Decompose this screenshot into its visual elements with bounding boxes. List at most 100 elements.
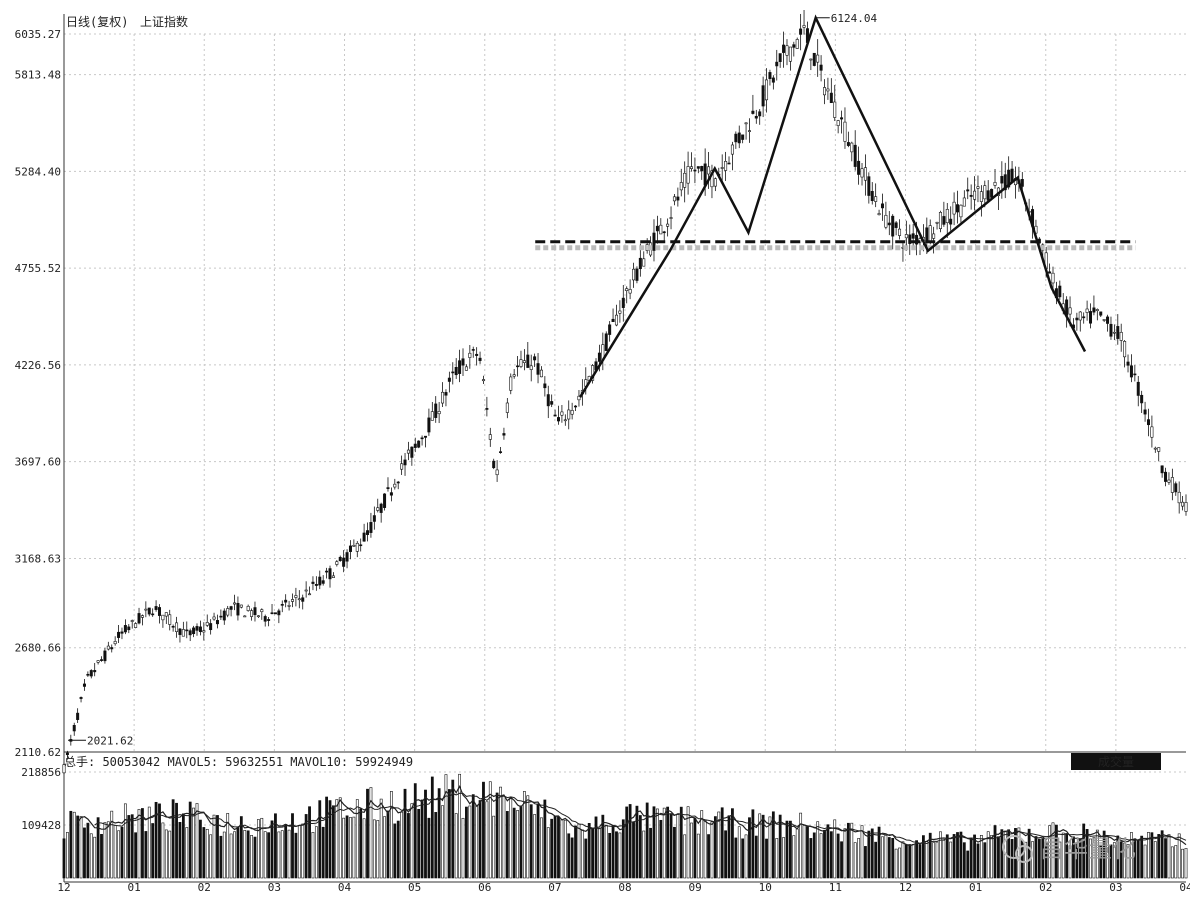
volume-bar <box>1048 825 1051 879</box>
volume-bar <box>1037 838 1041 879</box>
volume-bar <box>417 808 421 879</box>
volume-bar <box>659 819 663 879</box>
candle-body <box>672 196 676 202</box>
volume-bar <box>710 821 714 879</box>
volume-bar <box>219 835 223 879</box>
volume-bar <box>141 808 144 879</box>
candle-body <box>638 257 642 270</box>
volume-bar <box>243 830 247 879</box>
candle-body <box>904 234 908 239</box>
candle-body <box>1075 317 1079 321</box>
candle-body <box>618 310 622 314</box>
volume-bar <box>1000 829 1004 879</box>
volume-bar <box>840 841 843 879</box>
volume-bar <box>492 815 496 879</box>
volume-bar <box>158 803 161 879</box>
volume-bar <box>1150 832 1154 879</box>
candle-body <box>1146 419 1150 426</box>
volume-bar <box>608 832 612 879</box>
candle-body <box>168 614 172 625</box>
volume-bar <box>123 803 127 879</box>
volume-bar <box>280 830 284 879</box>
candle-body <box>366 530 370 535</box>
volume-bar <box>314 826 318 879</box>
volume-bar <box>884 833 888 879</box>
volume-bar <box>430 776 434 879</box>
candle-body <box>318 576 322 586</box>
volume-bar <box>768 816 772 879</box>
volume-bar <box>598 828 601 879</box>
candle-body <box>123 625 127 633</box>
candle-body <box>536 363 540 375</box>
candle-body <box>297 598 301 601</box>
candle-body <box>1048 271 1052 274</box>
candle-body <box>430 411 434 421</box>
candle-body <box>151 613 155 616</box>
volume-bar <box>154 801 158 879</box>
candle-body <box>976 186 980 189</box>
time-tick-label: 05 <box>408 881 421 894</box>
candle-body <box>628 289 632 294</box>
candle-body <box>389 492 393 496</box>
time-tick-label: 04 <box>1179 881 1190 894</box>
volume-bar <box>345 815 349 879</box>
candle-body <box>546 394 550 407</box>
candle-body <box>65 752 69 756</box>
candle-body <box>110 647 114 650</box>
candle-body <box>614 314 618 326</box>
volume-bar <box>618 832 622 879</box>
candle-body <box>215 620 219 625</box>
volume-bar <box>161 822 165 879</box>
candle-body <box>321 580 325 584</box>
volume-bar <box>297 825 301 879</box>
candle-body <box>1099 311 1103 316</box>
candle-body <box>935 221 939 224</box>
candle-body <box>100 659 104 661</box>
candle-body <box>608 324 612 335</box>
volume-bar <box>117 830 120 879</box>
candle-body <box>260 609 264 613</box>
candle-body <box>1116 326 1120 339</box>
volume-bar <box>1109 844 1113 879</box>
volume-bar <box>1024 841 1028 879</box>
candle-body <box>788 46 792 62</box>
candle-body <box>376 507 380 511</box>
candle-body <box>243 615 247 618</box>
volume-bar <box>1140 835 1144 879</box>
candle-body <box>325 570 329 573</box>
volume-bar <box>1164 838 1167 879</box>
volume-bar <box>952 834 956 879</box>
volume-bar <box>267 832 271 879</box>
candle-body <box>556 417 560 422</box>
volume-bar <box>891 837 895 879</box>
volume-bar <box>246 830 250 879</box>
volume-bar <box>291 813 294 879</box>
volume-bar <box>366 788 369 879</box>
time-tick-label: 01 <box>969 881 982 894</box>
volume-bar <box>751 809 755 879</box>
candle-body <box>423 435 427 438</box>
volume-bar <box>594 816 598 879</box>
volume-bar <box>625 806 629 879</box>
pattern-line <box>579 14 1087 398</box>
candle-body <box>137 613 141 624</box>
candle-body <box>76 712 80 720</box>
volume-bar <box>939 831 942 879</box>
candle-body <box>819 64 823 71</box>
volume-bar <box>833 819 837 879</box>
volume-bar <box>887 837 891 879</box>
volume-bar <box>1089 838 1092 879</box>
volume-bar <box>202 827 206 879</box>
volume-bar <box>451 779 455 879</box>
candle-body <box>362 532 366 542</box>
volume-bar <box>229 833 233 879</box>
volume-bar <box>151 823 155 879</box>
candle-body <box>413 443 417 448</box>
volume-bar <box>731 808 734 879</box>
time-tick-label: 11 <box>829 881 842 894</box>
volume-bar <box>720 807 724 879</box>
candle-body <box>938 212 942 229</box>
candle-body <box>1177 491 1181 504</box>
candle-body <box>621 297 625 308</box>
axes: 6035.27 5813.48 5284.40 4755.52 4226.56 3697.… <box>15 14 1190 894</box>
